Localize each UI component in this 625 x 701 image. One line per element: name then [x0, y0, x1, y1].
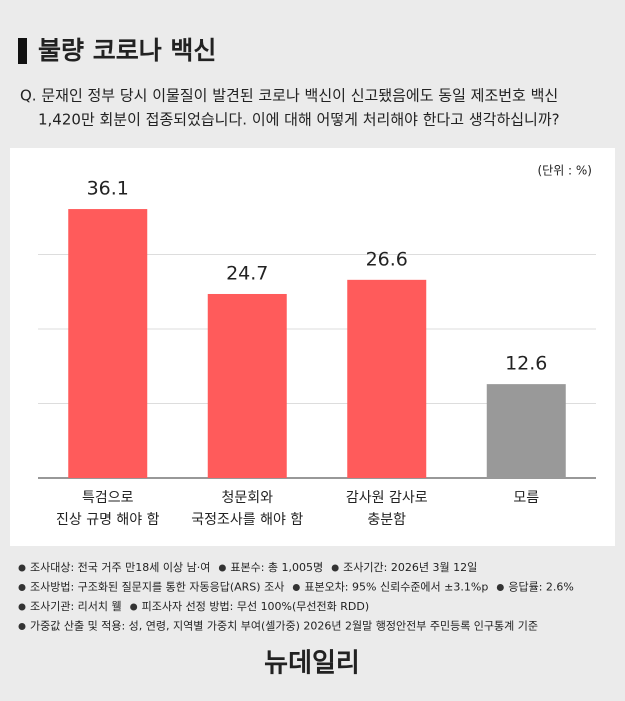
bullet — [18, 623, 26, 630]
bar — [486, 384, 566, 478]
subtitle: 1,420만 회분이 접종되었습니다. 이에 대해 어떻게 처리해야 한다고 생… — [38, 111, 560, 129]
title-marker — [18, 38, 27, 64]
bullet — [18, 564, 26, 572]
bullet — [130, 603, 138, 611]
chart-title: 불량 코로나 백신 — [38, 36, 216, 65]
bar — [347, 279, 427, 478]
bar — [68, 209, 148, 478]
bullet — [331, 564, 339, 572]
footnote: 표본수: 총 1,005명 — [230, 561, 323, 574]
footnote: 표본오차: 95% 신뢰수준에서 ±3.1%p — [304, 581, 488, 594]
value-label: 24.7 — [226, 262, 268, 284]
source-logo: 뉴데일리 — [264, 649, 360, 679]
footnote: 조사대상: 전국 거주 만18세 이상 남·여 — [30, 561, 210, 574]
bar — [207, 293, 287, 478]
value-label: 12.6 — [505, 353, 547, 375]
footnote: 조사기간: 2026년 3월 12일 — [343, 560, 477, 574]
footnote: 응답률: 2.6% — [508, 581, 574, 594]
bullet — [292, 584, 300, 591]
bullet — [496, 584, 504, 591]
footnote: 조사방법: 구조화된 질문지를 통한 자동응답(ARS) 조사 — [30, 581, 284, 594]
subtitle: Q. 문재인 정부 당시 이물질이 발견된 코로나 백신이 신고됐음에도 동일 … — [20, 87, 558, 105]
bullet — [18, 584, 26, 591]
value-label: 36.1 — [87, 178, 129, 200]
footnote: 조사기관: 리서치 웰 — [30, 600, 122, 613]
x-tick-label: 감사원 감사로 충분함 — [346, 490, 428, 528]
x-tick-label: 모름 — [513, 490, 539, 506]
bullet — [218, 564, 226, 572]
unit-label: (단위 : %) — [537, 164, 592, 178]
x-tick-label: 특검으로 진상 규명 해야 함 — [56, 490, 160, 528]
footnote: 가중값 산출 및 적용: 성, 연령, 지역별 가중치 부여(셀가중) 2026… — [30, 620, 538, 633]
footnote: 피조사자 선정 방법: 무선 100%(무선전화 RDD) — [142, 600, 369, 613]
x-tick-label: 청문회와 국정조사를 해야 함 — [191, 490, 303, 528]
value-label: 26.6 — [366, 248, 408, 270]
bullet — [18, 603, 26, 611]
